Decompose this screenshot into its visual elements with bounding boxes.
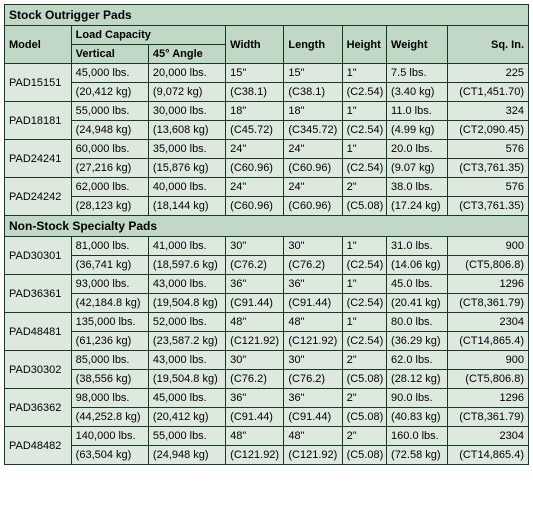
table-row: (42,184.8 kg)(19,504.8 kg)(C91.44)(C91.4… [5,294,529,313]
col-model: Model [5,26,72,64]
model-cell: PAD48481 [5,313,72,351]
table-row: (27,216 kg)(15,876 kg)(C60.96)(C60.96)(C… [5,159,529,178]
table-row: (61,236 kg)(23,587.2 kg)(C121.92)(C121.9… [5,332,529,351]
table-row: PAD3636193,000 lbs.43,000 lbs.36"36"1"45… [5,275,529,294]
table-row: (36,741 kg)(18,597.6 kg)(C76.2)(C76.2)(C… [5,256,529,275]
model-cell: PAD48482 [5,427,72,465]
table-row: (63,504 kg)(24,948 kg)(C121.92)(C121.92)… [5,446,529,465]
table-row: PAD2424160,000 lbs.35,000 lbs.24"24"1"20… [5,140,529,159]
col-angle45: 45° Angle [148,45,225,64]
table-row: PAD3030181,000 lbs.41,000 lbs.30"30"1"31… [5,237,529,256]
col-length: Length [284,26,342,64]
table-row: PAD48481135,000 lbs.52,000 lbs.48"48"1"8… [5,313,529,332]
model-cell: PAD36362 [5,389,72,427]
col-sqin: Sq. In. [448,26,529,64]
table-row: PAD48482140,000 lbs.55,000 lbs.48"48"2"1… [5,427,529,446]
table-row: (28,123 kg)(18,144 kg)(C60.96)(C60.96)(C… [5,197,529,216]
table-row: PAD3636298,000 lbs.45,000 lbs.36"36"2"90… [5,389,529,408]
model-cell: PAD24242 [5,178,72,216]
section-title: Stock Outrigger Pads [5,5,529,26]
table-row: (24,948 kg)(13,608 kg)(C45.72)(C345.72)(… [5,121,529,140]
table-row: PAD3030285,000 lbs.43,000 lbs.30"30"2"62… [5,351,529,370]
col-width: Width [226,26,284,64]
col-height: Height [342,26,386,64]
model-cell: PAD30301 [5,237,72,275]
model-cell: PAD24241 [5,140,72,178]
table-row: (44,252.8 kg)(20,412 kg)(C91.44)(C91.44)… [5,408,529,427]
col-load-capacity: Load Capacity [71,26,226,45]
model-cell: PAD18181 [5,102,72,140]
model-cell: PAD36361 [5,275,72,313]
table-row: PAD1515145,000 lbs.20,000 lbs.15"15"1"7.… [5,64,529,83]
table-row: PAD1818155,000 lbs.30,000 lbs.18"18"1"11… [5,102,529,121]
col-weight: Weight [387,26,448,64]
table-row: (38,556 kg)(19,504.8 kg)(C76.2)(C76.2)(C… [5,370,529,389]
table-row: PAD2424262,000 lbs.40,000 lbs.24"24"2"38… [5,178,529,197]
section-title: Non-Stock Specialty Pads [5,216,529,237]
model-cell: PAD30302 [5,351,72,389]
col-vertical: Vertical [71,45,148,64]
outrigger-pads-table: Stock Outrigger PadsModelLoad CapacityWi… [4,4,529,465]
model-cell: PAD15151 [5,64,72,102]
table-row: (20,412 kg)(9,072 kg)(C38.1)(C38.1)(C2.5… [5,83,529,102]
